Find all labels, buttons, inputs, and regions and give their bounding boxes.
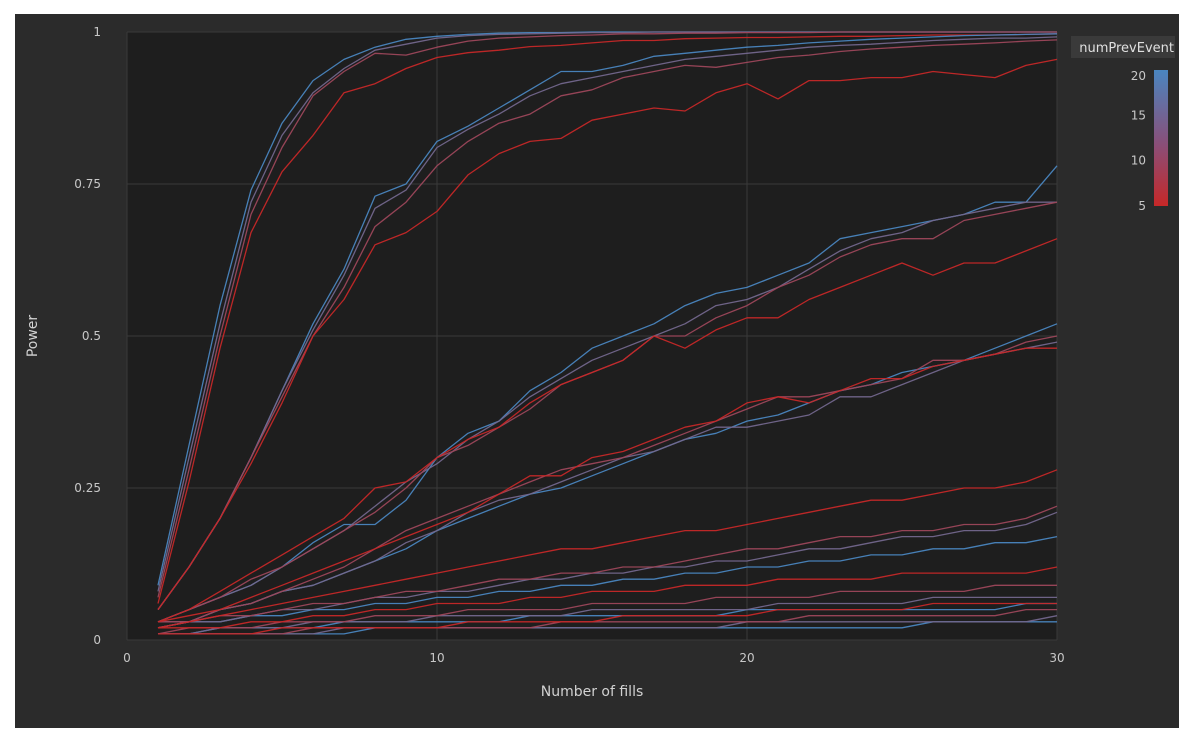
series-line bbox=[157, 165, 1058, 623]
series-line bbox=[158, 341, 1058, 623]
y-tick-label: 0.75 bbox=[74, 177, 101, 191]
series-lines bbox=[157, 31, 1058, 635]
series-line bbox=[157, 347, 1057, 623]
colorbar-legend: numPrevEvent 20 15 10 5 bbox=[1071, 36, 1175, 213]
y-axis-title: Power bbox=[25, 315, 41, 358]
series-line bbox=[158, 608, 1057, 635]
x-tick-label: 20 bbox=[739, 651, 754, 665]
legend-title-background bbox=[1071, 36, 1175, 58]
y-tick-label: 0.5 bbox=[82, 329, 101, 343]
series-line bbox=[157, 584, 1057, 635]
series-line bbox=[157, 36, 1058, 610]
chart-figure: 0 10 20 30 0 0.25 0.5 0.75 1 Number of fills Po… bbox=[15, 14, 1179, 728]
series-line bbox=[158, 602, 1057, 635]
series-line bbox=[157, 505, 1058, 629]
x-tick-label: 30 bbox=[1049, 651, 1064, 665]
colorbar bbox=[1154, 70, 1168, 206]
colorbar-tick-label: 10 bbox=[1131, 154, 1146, 168]
series-line bbox=[157, 238, 1058, 623]
series-line bbox=[158, 566, 1058, 629]
chart-svg: 0 10 20 30 0 0.25 0.5 0.75 1 Number of fills Po… bbox=[25, 25, 1175, 700]
y-axis-ticks: 0 0.25 0.5 0.75 1 bbox=[74, 25, 101, 647]
series-line bbox=[158, 615, 1058, 635]
y-tick-label: 1 bbox=[93, 25, 101, 39]
colorbar-tick-label: 20 bbox=[1131, 69, 1146, 83]
gridlines bbox=[126, 31, 1058, 641]
colorbar-ticks: 20 15 10 5 bbox=[1131, 69, 1146, 213]
series-line bbox=[157, 33, 1058, 610]
series-line bbox=[157, 469, 1058, 629]
series-line bbox=[158, 596, 1057, 635]
y-tick-label: 0.25 bbox=[74, 481, 101, 495]
series-line bbox=[157, 58, 1058, 610]
x-tick-label: 0 bbox=[123, 651, 131, 665]
legend-title: numPrevEvent bbox=[1079, 41, 1174, 56]
colorbar-tick-label: 5 bbox=[1138, 199, 1146, 213]
x-axis-ticks: 0 10 20 30 bbox=[123, 651, 1064, 665]
colorbar-tick-label: 15 bbox=[1131, 108, 1146, 122]
x-tick-label: 10 bbox=[429, 651, 444, 665]
series-line bbox=[157, 33, 1058, 604]
series-line bbox=[157, 511, 1058, 629]
series-line bbox=[158, 335, 1058, 623]
y-tick-label: 0 bbox=[93, 633, 101, 647]
series-line bbox=[157, 535, 1058, 629]
series-line bbox=[157, 31, 1057, 598]
x-axis-title: Number of fills bbox=[541, 684, 644, 700]
